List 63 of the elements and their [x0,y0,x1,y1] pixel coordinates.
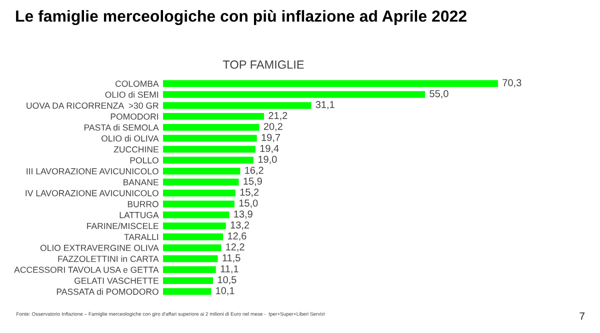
y-tick-label: OLIO di OLIVA [102,135,159,142]
data-label: 31,1 [316,101,334,110]
y-tick-label: III LAVORAZIONE AVICUNICOLO [26,168,158,174]
y-tick-label: FAZZOLETTINI in CARTA [58,256,159,262]
data-label: 13,9 [234,210,252,219]
y-tick-label: POLLO [130,157,158,164]
data-label: 20,2 [264,122,282,132]
data-label: 15,2 [240,188,259,197]
bar [163,134,257,142]
bar [163,222,226,230]
y-tick-label: PASTA di SEMOLA [84,124,159,131]
chart-subtitle: TOP FAMIGLIE [222,60,304,69]
data-label: 15,0 [239,200,258,208]
bar [163,178,239,186]
y-tick-label: ACCESSORI TAVOLA USA e GETTA [14,266,159,273]
bar [163,102,312,109]
bar [163,212,230,218]
data-label: 70,3 [502,79,522,88]
data-label: 19,7 [262,134,280,142]
data-label: 19,4 [260,144,279,154]
bar [163,91,426,98]
data-label: 10,5 [218,276,236,284]
text: 7 [580,312,584,320]
bar [163,277,214,284]
y-tick-label: ZUCCHINE [114,146,158,152]
y-tick-label: LATTUGA [120,212,159,218]
bar [163,113,264,120]
bar [163,190,236,196]
bar [163,233,224,240]
bar [163,255,218,262]
data-label: 13,2 [230,221,250,230]
data-label: 12,2 [226,243,244,252]
data-label: 11,1 [220,265,238,274]
data-label: 15,9 [244,178,262,186]
bar [163,244,222,252]
y-tick-label: IV LAVORAZIONE AVICUNICOLO [26,190,158,196]
data-label: 12,6 [228,232,246,241]
data-label: 11,5 [222,254,240,263]
bar [163,146,256,153]
y-tick-label: OLIO di SEMI [105,91,158,98]
bar [163,124,260,131]
bar [163,200,234,208]
data-label: 19,0 [258,156,277,164]
data-label: 55,0 [430,90,448,98]
bar [163,266,216,274]
bar [163,156,254,164]
y-tick-label: POMODORI [110,113,158,120]
y-tick-label: PASSATA di POMODORO [56,288,158,295]
y-tick-label: BANANE [124,179,158,186]
y-tick-label: UOVA DA RICORRENZA >30 GR [26,102,158,109]
chart-title: Le famiglie merceologiche con più inflazione ad Aprile 2022 [16,10,466,26]
data-label: 16,2 [245,166,264,175]
bar [163,80,498,87]
y-tick-label: BURRO [128,201,158,208]
y-tick-label: FARINE/MISCELE [87,222,158,230]
y-tick-label: GELATI VASCHETTE [74,278,158,284]
bar [163,288,212,295]
data-label: 10,1 [216,287,234,296]
y-tick-label: OLIO EXTRAVERGINE OLIVA [40,244,159,252]
data-label: 21,2 [268,112,288,120]
y-tick-label: TARALLI [124,234,158,240]
bar [163,168,240,175]
y-tick-label: COLOMBA [116,80,159,87]
